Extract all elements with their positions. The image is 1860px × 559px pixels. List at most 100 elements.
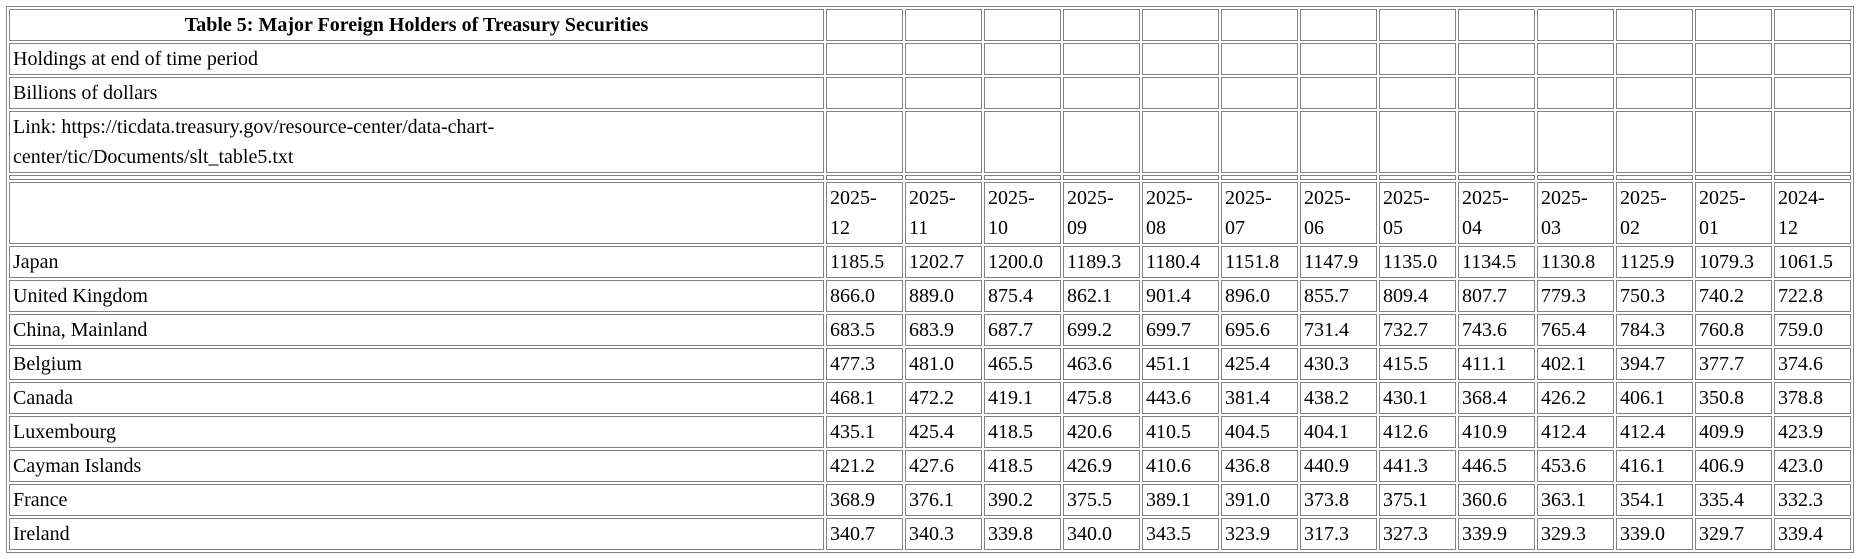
value-cell: 375.1 (1379, 484, 1456, 516)
empty-cell (1142, 77, 1219, 109)
empty-cell (1695, 43, 1772, 75)
empty-cell (1142, 111, 1219, 173)
value-cell: 732.7 (1379, 314, 1456, 346)
value-cell: 722.8 (1774, 280, 1851, 312)
value-cell: 340.3 (905, 518, 982, 550)
value-cell: 409.9 (1695, 416, 1772, 448)
empty-cell (905, 43, 982, 75)
value-cell: 339.8 (984, 518, 1061, 550)
value-cell: 410.5 (1142, 416, 1219, 448)
value-cell: 402.1 (1537, 348, 1614, 380)
table-title: Table 5: Major Foreign Holders of Treasu… (9, 9, 824, 41)
value-cell: 475.8 (1063, 382, 1140, 414)
date-header-cell: 2025-11 (905, 182, 982, 244)
value-cell: 451.1 (1142, 348, 1219, 380)
separator-cell (1458, 175, 1535, 180)
value-cell: 468.1 (826, 382, 903, 414)
value-cell: 862.1 (1063, 280, 1140, 312)
empty-cell (1695, 77, 1772, 109)
empty-cell (1458, 43, 1535, 75)
value-cell: 373.8 (1300, 484, 1377, 516)
separator-cell (1142, 175, 1219, 180)
value-cell: 425.4 (1221, 348, 1298, 380)
value-cell: 1200.0 (984, 246, 1061, 278)
title-row: Table 5: Major Foreign Holders of Treasu… (9, 9, 1851, 41)
empty-cell (905, 77, 982, 109)
note-link: Link: https://ticdata.treasury.gov/resou… (9, 111, 824, 173)
value-cell: 411.1 (1458, 348, 1535, 380)
value-cell: 374.6 (1774, 348, 1851, 380)
value-cell: 343.5 (1142, 518, 1219, 550)
separator-cell (1537, 175, 1614, 180)
value-cell: 731.4 (1300, 314, 1377, 346)
separator-cell (9, 175, 824, 180)
note-holdings: Holdings at end of time period (9, 43, 824, 75)
country-name-cell: Ireland (9, 518, 824, 550)
value-cell: 375.5 (1063, 484, 1140, 516)
separator-cell (1695, 175, 1772, 180)
date-header-cell: 2025-08 (1142, 182, 1219, 244)
date-header-cell: 2024-12 (1774, 182, 1851, 244)
empty-cell (984, 9, 1061, 41)
value-cell: 416.1 (1616, 450, 1693, 482)
value-cell: 436.8 (1221, 450, 1298, 482)
value-cell: 809.4 (1379, 280, 1456, 312)
date-header-cell: 2025-06 (1300, 182, 1377, 244)
value-cell: 472.2 (905, 382, 982, 414)
value-cell: 1180.4 (1142, 246, 1219, 278)
value-cell: 784.3 (1616, 314, 1693, 346)
value-cell: 699.2 (1063, 314, 1140, 346)
empty-cell (1458, 77, 1535, 109)
value-cell: 807.7 (1458, 280, 1535, 312)
empty-cell (1300, 111, 1377, 173)
date-label: 2024-12 (1778, 187, 1825, 239)
date-header-cell: 2025-07 (1221, 182, 1298, 244)
country-name-cell: Japan (9, 246, 824, 278)
empty-cell (905, 9, 982, 41)
value-cell: 327.3 (1379, 518, 1456, 550)
empty-cell (826, 43, 903, 75)
table-row: United Kingdom 866.0 889.0 875.4 862.1 901.4… (9, 280, 1851, 312)
table-row: China, Mainland 683.5 683.9 687.7 699.2 699.… (9, 314, 1851, 346)
separator-cell (826, 175, 903, 180)
value-cell: 440.9 (1300, 450, 1377, 482)
separator-cell (1379, 175, 1456, 180)
empty-cell (1379, 9, 1456, 41)
value-cell: 421.2 (826, 450, 903, 482)
empty-cell (984, 43, 1061, 75)
value-cell: 423.0 (1774, 450, 1851, 482)
value-cell: 360.6 (1458, 484, 1535, 516)
empty-cell (905, 111, 982, 173)
separator-cell (1774, 175, 1851, 180)
table-row: Luxembourg 435.1 425.4 418.5 420.6 410.5 404.… (9, 416, 1851, 448)
value-cell: 743.6 (1458, 314, 1535, 346)
value-cell: 425.4 (905, 416, 982, 448)
empty-cell (1695, 111, 1772, 173)
value-cell: 889.0 (905, 280, 982, 312)
value-cell: 394.7 (1616, 348, 1693, 380)
value-cell: 453.6 (1537, 450, 1614, 482)
value-cell: 1185.5 (826, 246, 903, 278)
empty-cell (1063, 111, 1140, 173)
value-cell: 332.3 (1774, 484, 1851, 516)
value-cell: 1202.7 (905, 246, 982, 278)
value-cell: 699.7 (1142, 314, 1219, 346)
date-label: 2025-07 (1225, 187, 1272, 239)
value-cell: 329.3 (1537, 518, 1614, 550)
empty-cell (1379, 77, 1456, 109)
value-cell: 750.3 (1616, 280, 1693, 312)
value-cell: 404.5 (1221, 416, 1298, 448)
value-cell: 1130.8 (1537, 246, 1614, 278)
value-cell: 446.5 (1458, 450, 1535, 482)
value-cell: 410.9 (1458, 416, 1535, 448)
value-cell: 376.1 (905, 484, 982, 516)
date-label: 2025-03 (1541, 187, 1588, 239)
empty-cell (1142, 9, 1219, 41)
value-cell: 435.1 (826, 416, 903, 448)
value-cell: 1189.3 (1063, 246, 1140, 278)
value-cell: 363.1 (1537, 484, 1614, 516)
empty-cell (1616, 77, 1693, 109)
value-cell: 412.4 (1616, 416, 1693, 448)
country-name-cell: Luxembourg (9, 416, 824, 448)
value-cell: 368.4 (1458, 382, 1535, 414)
